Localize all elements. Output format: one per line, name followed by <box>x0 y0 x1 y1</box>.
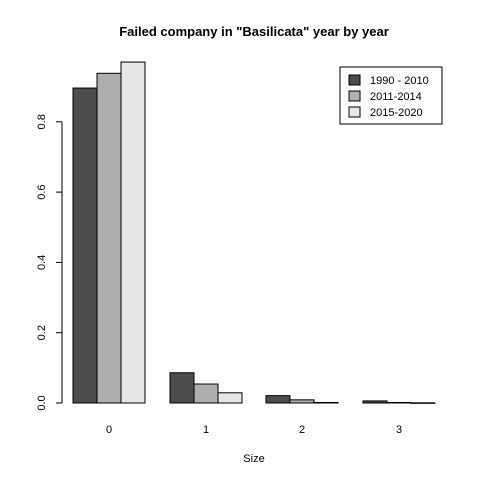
x-tick-label: 1 <box>203 424 209 436</box>
y-axis: 0.0 0.2 0.4 0.6 0.8 <box>36 114 63 411</box>
y-tick-label: 0.2 <box>36 325 48 340</box>
legend: 1990 - 2010 2011-2014 2015-2020 <box>339 66 443 125</box>
bar <box>96 72 122 404</box>
legend-label: 1990 - 2010 <box>370 75 429 87</box>
bar <box>289 399 315 404</box>
legend-swatch <box>348 90 361 102</box>
bar <box>410 402 436 404</box>
bar <box>313 401 339 404</box>
x-tick-labels: 0 1 2 3 <box>106 424 402 436</box>
x-tick-label: 0 <box>106 424 112 436</box>
bar <box>72 87 98 404</box>
bar <box>265 395 291 404</box>
y-tick-label: 0.4 <box>36 255 48 270</box>
bar <box>217 392 243 404</box>
bar <box>386 401 412 404</box>
y-tick-label: 0.8 <box>36 114 48 129</box>
bar <box>193 383 219 404</box>
legend-swatch <box>348 74 361 86</box>
bar <box>120 61 146 404</box>
x-tick-label: 2 <box>299 424 305 436</box>
bar <box>169 372 195 404</box>
y-tick-label: 0.6 <box>36 184 48 199</box>
legend-swatch <box>348 106 361 118</box>
legend-label: 2011-2014 <box>370 91 422 103</box>
chart-title: Failed company in "Basilicata" year by y… <box>119 24 389 39</box>
bar <box>362 400 388 404</box>
bars-group <box>72 61 436 404</box>
legend-label: 2015-2020 <box>370 107 423 119</box>
y-tick-label: 0.0 <box>36 395 48 410</box>
x-tick-label: 3 <box>396 424 402 436</box>
x-axis-label: Size <box>243 453 264 465</box>
